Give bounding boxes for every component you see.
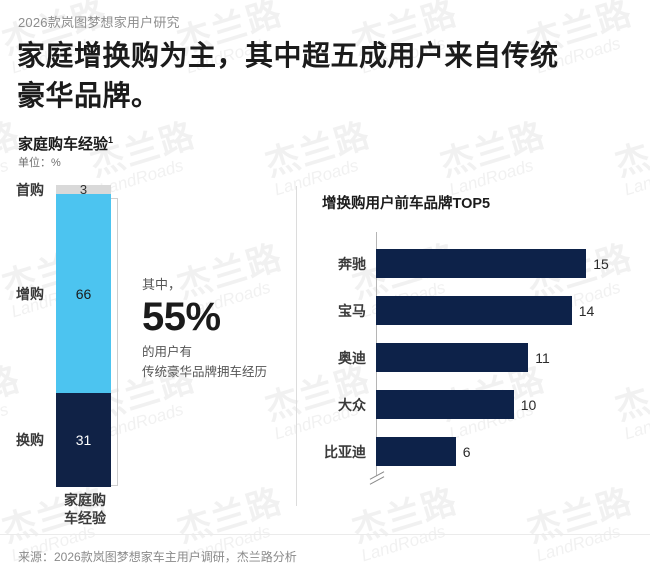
bar-value-3: 10 bbox=[520, 396, 537, 413]
bar-category-3: 大众 bbox=[338, 396, 366, 413]
stack-label-replacement-purchase: 换购 bbox=[16, 432, 44, 449]
page-title: 家庭增换购为主，其中超五成用户来自传统豪华品牌。 bbox=[17, 40, 559, 111]
watermark-cn-text: 杰兰路 bbox=[522, 481, 638, 550]
watermark-cn-text: 杰兰路 bbox=[610, 115, 650, 184]
footer-divider bbox=[0, 534, 650, 535]
stack-segment-first-purchase[interactable]: 首购 3 bbox=[16, 182, 111, 198]
stack-axis-label: 家庭购 车经验 bbox=[64, 492, 106, 526]
bar-value-0: 15 bbox=[593, 255, 609, 272]
bar-category-0: 奔驰 bbox=[338, 255, 366, 272]
bar-rect-3 bbox=[376, 390, 514, 419]
stack-label-first-purchase: 首购 bbox=[16, 181, 44, 198]
bar-value-1: 14 bbox=[578, 302, 595, 319]
right-chart-title: 增换购用户前车品牌TOP5 bbox=[322, 196, 491, 212]
stack-value-replacement-purchase: 31 bbox=[75, 432, 92, 449]
table-row[interactable]: 宝马 14 bbox=[338, 287, 646, 334]
table-row[interactable]: 大众 10 bbox=[338, 381, 646, 428]
left-chart-title-footnote: 1 bbox=[108, 135, 114, 145]
annotation-big-number: 55% bbox=[142, 295, 221, 340]
stack-label-additional-purchase: 增购 bbox=[16, 285, 44, 302]
watermark-en-text: LandRoads bbox=[621, 155, 650, 200]
watermark-cn-text: 杰兰路 bbox=[0, 359, 26, 428]
bar-rect-4 bbox=[376, 437, 456, 466]
bar-rect-0 bbox=[376, 249, 587, 278]
watermark-en-text: LandRoads bbox=[533, 521, 623, 566]
stack-value-first-purchase: 3 bbox=[79, 182, 88, 198]
bar-category-2: 奥迪 bbox=[338, 349, 366, 366]
left-chart-title: 家庭购车经验1 bbox=[18, 133, 113, 154]
kicker-text: 2026款岚图梦想家用户研究 bbox=[18, 15, 180, 30]
stack-segment-additional-purchase[interactable]: 增购 66 bbox=[16, 194, 111, 394]
annotation-line-1: 的用户有 bbox=[142, 345, 193, 360]
watermark-cn-text: 杰兰路 bbox=[260, 115, 376, 184]
watermark-en-text: LandRoads bbox=[0, 399, 11, 444]
watermark-en-text: LandRoads bbox=[358, 521, 448, 566]
source-note: 来源：2026款岚图梦想家车主用户调研，杰兰路分析 bbox=[18, 550, 297, 564]
annotation-prefix: 其中， bbox=[142, 277, 182, 292]
panel-divider bbox=[296, 186, 297, 506]
stacked-bar-chart: 首购 3 增购 66 换购 31 bbox=[16, 182, 111, 487]
horizontal-bar-chart: 奔驰 15 宝马 14 奥迪 11 大众 10 比亚迪 bbox=[324, 240, 646, 475]
bar-category-1: 宝马 bbox=[338, 302, 366, 319]
bar-value-2: 11 bbox=[535, 349, 550, 366]
watermark-cn-text: 杰兰路 bbox=[347, 481, 463, 550]
table-row[interactable]: 奥迪 11 bbox=[338, 334, 646, 381]
watermark-cn-text: 杰兰路 bbox=[172, 481, 288, 550]
stack-value-additional-purchase: 66 bbox=[75, 285, 92, 302]
left-chart-title-text: 家庭购车经验 bbox=[18, 136, 109, 153]
annotation-bracket bbox=[111, 198, 118, 486]
bar-rect-1 bbox=[376, 296, 572, 325]
bar-rect-2 bbox=[376, 343, 529, 372]
watermark-en-text: LandRoads bbox=[0, 155, 11, 200]
table-row[interactable]: 比亚迪 6 bbox=[324, 428, 646, 475]
left-chart-unit: 单位：% bbox=[18, 157, 61, 169]
table-row[interactable]: 奔驰 15 bbox=[338, 240, 646, 287]
bar-value-4: 6 bbox=[462, 443, 471, 460]
bar-category-4: 比亚迪 bbox=[324, 443, 366, 460]
watermark-cn-text: 杰兰路 bbox=[435, 115, 551, 184]
stack-segment-replacement-purchase[interactable]: 换购 31 bbox=[16, 393, 111, 487]
annotation-line-2: 传统豪华品牌拥车经历 bbox=[142, 364, 268, 379]
annotation-block: 其中， 55% 的用户有 传统豪华品牌拥车经历 bbox=[142, 276, 287, 382]
